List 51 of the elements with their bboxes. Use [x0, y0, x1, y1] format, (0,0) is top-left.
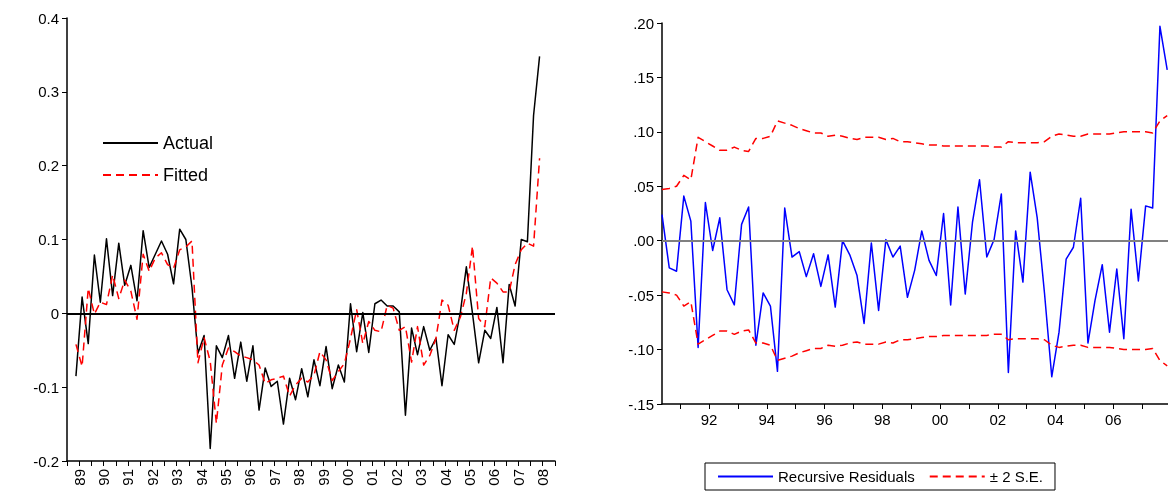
- x-tick-label: 95: [216, 469, 234, 486]
- x-tick-label: 01: [363, 469, 381, 486]
- x-tick-label: 94: [758, 411, 776, 428]
- y-tick-label: 0.2: [38, 157, 59, 175]
- x-tick-label: 02: [387, 469, 405, 486]
- x-tick-label: 04: [436, 469, 454, 486]
- x-tick-label: 92: [700, 411, 718, 428]
- line-series: [75, 157, 541, 425]
- y-tick-label: 0: [50, 304, 59, 322]
- line-series: [661, 25, 1168, 378]
- x-tick-label: 07: [509, 469, 527, 486]
- x-tick-label: 06: [1104, 411, 1122, 428]
- y-tick-label: .00: [633, 232, 654, 250]
- x-tick-label: 08: [534, 469, 552, 486]
- legend-label: Fitted: [163, 165, 209, 185]
- y-tick-label: .20: [633, 14, 654, 32]
- y-tick-label: .05: [633, 177, 654, 195]
- y-tick-label: 0.1: [38, 231, 59, 248]
- y-tick-label: -0.2: [33, 452, 59, 470]
- y-tick-label: .10: [633, 123, 654, 141]
- x-tick-label: 02: [989, 411, 1007, 428]
- x-tick-label: 90: [94, 469, 112, 486]
- legend-label: Recursive Residuals: [778, 468, 915, 485]
- y-tick-label: -.15: [628, 395, 654, 413]
- x-tick-label: 89: [70, 469, 88, 486]
- line-series: [661, 291, 1168, 367]
- x-tick-label: 96: [241, 469, 259, 486]
- x-tick-label: 06: [485, 469, 503, 486]
- x-tick-label: 93: [168, 469, 186, 486]
- line-series: [661, 114, 1168, 191]
- x-tick-label: 04: [1047, 411, 1064, 428]
- x-tick-label: 00: [931, 411, 949, 428]
- y-tick-label: 0.4: [38, 9, 59, 27]
- x-tick-label: 96: [816, 411, 833, 428]
- legend-label: ± 2 S.E.: [989, 468, 1043, 485]
- x-tick-label: 97: [265, 469, 283, 486]
- y-tick-label: -.10: [628, 341, 654, 359]
- x-tick-label: 03: [412, 469, 430, 486]
- x-tick-label: 05: [460, 469, 478, 486]
- x-tick-label: 99: [314, 469, 332, 486]
- legend-label: Actual: [163, 133, 214, 153]
- y-tick-label: .15: [633, 68, 654, 86]
- x-tick-label: 91: [119, 469, 137, 486]
- x-tick-label: 94: [192, 469, 210, 486]
- x-tick-label: 92: [143, 469, 161, 486]
- x-tick-label: 98: [873, 411, 891, 428]
- x-tick-label: 00: [339, 469, 357, 486]
- y-tick-label: -.05: [628, 286, 654, 304]
- y-tick-label: 0.3: [38, 83, 59, 101]
- x-tick-label: 98: [290, 469, 308, 486]
- y-tick-label: -0.1: [33, 378, 59, 396]
